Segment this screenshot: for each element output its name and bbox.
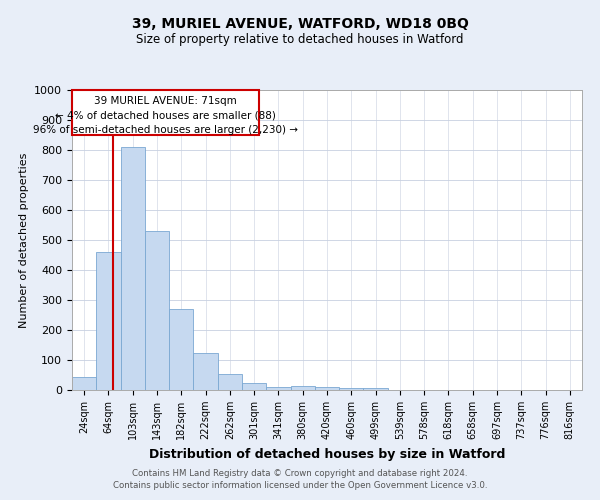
Bar xyxy=(72,90,259,135)
Bar xyxy=(72,376,96,390)
Text: Contains HM Land Registry data © Crown copyright and database right 2024.: Contains HM Land Registry data © Crown c… xyxy=(132,468,468,477)
Bar xyxy=(169,309,193,390)
Bar xyxy=(242,382,266,390)
Bar xyxy=(96,252,121,390)
Bar xyxy=(364,388,388,390)
Text: Contains public sector information licensed under the Open Government Licence v3: Contains public sector information licen… xyxy=(113,481,487,490)
Bar xyxy=(193,352,218,390)
Text: 39, MURIEL AVENUE, WATFORD, WD18 0BQ: 39, MURIEL AVENUE, WATFORD, WD18 0BQ xyxy=(131,18,469,32)
Bar xyxy=(315,387,339,390)
Bar xyxy=(218,374,242,390)
Bar xyxy=(290,386,315,390)
X-axis label: Distribution of detached houses by size in Watford: Distribution of detached houses by size … xyxy=(149,448,505,460)
Y-axis label: Number of detached properties: Number of detached properties xyxy=(19,152,29,328)
Text: Size of property relative to detached houses in Watford: Size of property relative to detached ho… xyxy=(136,32,464,46)
Text: 39 MURIEL AVENUE: 71sqm: 39 MURIEL AVENUE: 71sqm xyxy=(94,96,237,106)
Text: 96% of semi-detached houses are larger (2,230) →: 96% of semi-detached houses are larger (… xyxy=(33,125,298,135)
Text: ← 4% of detached houses are smaller (88): ← 4% of detached houses are smaller (88) xyxy=(55,110,276,120)
Bar xyxy=(145,231,169,390)
Bar xyxy=(266,387,290,390)
Bar xyxy=(121,147,145,390)
Bar xyxy=(339,388,364,390)
